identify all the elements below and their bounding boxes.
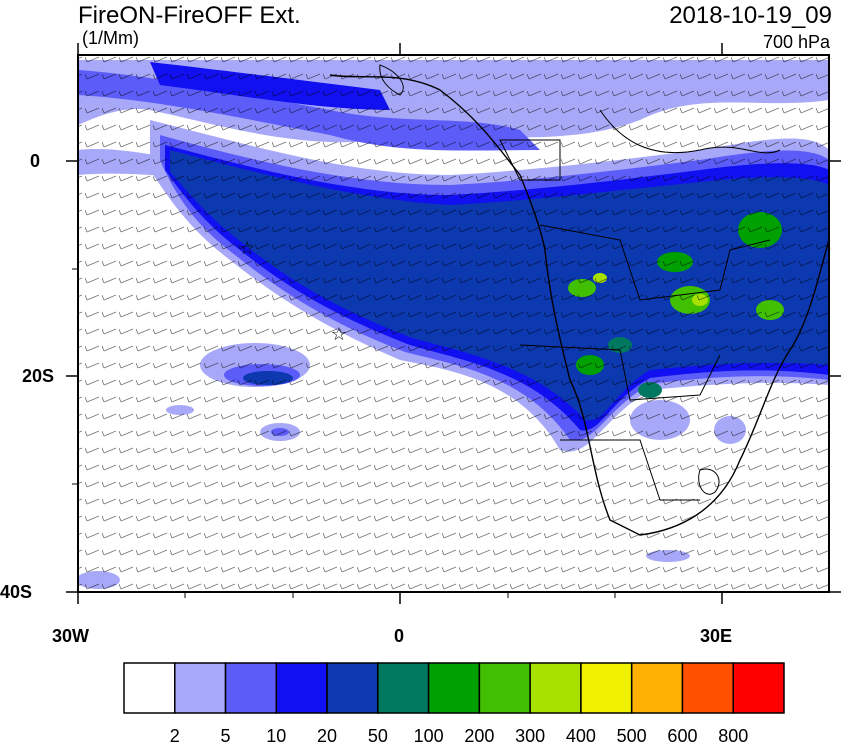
minor-ticks — [72, 268, 616, 598]
colorbar-swatch — [427, 662, 481, 714]
colorbar-swatch — [732, 662, 785, 714]
lat-label-20s: 20S — [22, 366, 55, 386]
colorbar-swatch — [275, 662, 328, 714]
colorbar-label: 50 — [367, 726, 388, 746]
map-frame — [77, 54, 830, 593]
star-icon: ☆ — [331, 324, 347, 344]
pressure-level-label: 700 hPa — [762, 32, 830, 52]
colorbar-swatch — [224, 662, 278, 714]
colorbar-label: 2 — [169, 726, 180, 746]
colorbar-swatch — [377, 662, 430, 714]
colorbar-label: 300 — [515, 726, 546, 746]
units-label: (1/Mm) — [82, 28, 139, 48]
colorbar-label: 20 — [317, 726, 338, 746]
lon-label-30e: 30E — [700, 626, 733, 646]
colorbar-swatch — [580, 662, 633, 714]
colorbar-label: 200 — [464, 726, 495, 746]
colorbar-label: 500 — [616, 726, 647, 746]
colorbar-label: 400 — [565, 726, 596, 746]
colorbar-label: 100 — [413, 726, 444, 746]
colorbar-label: 600 — [667, 726, 698, 746]
colorbar-swatch — [326, 662, 379, 714]
datetime-label: 2018-10-19_09 — [669, 2, 832, 29]
map-title: FireON-FireOFF Ext. — [78, 2, 301, 29]
colorbar-swatch — [529, 662, 582, 714]
colorbar-label: 10 — [266, 726, 287, 746]
lat-label-0: 0 — [30, 151, 41, 171]
lon-label-0: 0 — [394, 626, 405, 646]
colorbar-swatch — [174, 662, 227, 714]
colorbar — [123, 662, 785, 714]
colorbar-label: 800 — [718, 726, 749, 746]
colorbar-swatch — [630, 662, 684, 714]
colorbar-label: 5 — [220, 726, 231, 746]
lon-label-30w: 30W — [52, 626, 90, 646]
colorbar-swatch — [123, 662, 176, 714]
colorbar-swatch — [681, 662, 734, 714]
map-area: ☆ ☆ — [78, 55, 829, 592]
axis-ticks — [66, 43, 841, 604]
colorbar-swatch — [478, 662, 531, 714]
star-icon: ☆ — [239, 238, 255, 258]
lat-label-40s: 40S — [0, 582, 33, 602]
